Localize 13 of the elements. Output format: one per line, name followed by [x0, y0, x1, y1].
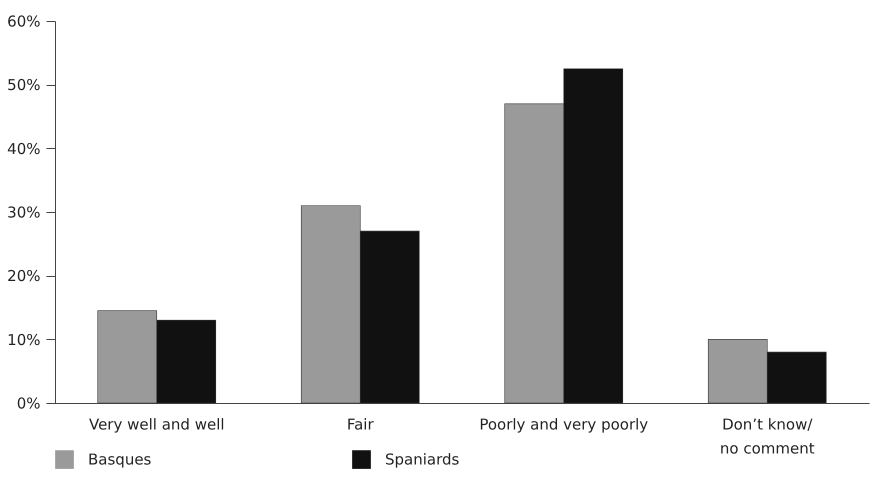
- legend-label: Basques: [88, 450, 152, 469]
- x-tick-label: Don’t know/ no comment: [720, 416, 815, 458]
- y-tick-label: 20%: [7, 267, 40, 286]
- y-tick-label: 40%: [7, 140, 40, 158]
- x-tick-label: Fair: [346, 416, 374, 434]
- y-tick-label: 60%: [7, 12, 40, 30]
- y-tick-label: 30%: [7, 204, 40, 222]
- legend-label: Spaniards: [385, 450, 460, 469]
- x-tick-label: Poorly and very poorly: [479, 416, 648, 434]
- y-tick-label: 50%: [7, 76, 40, 94]
- y-tick-label: 10%: [7, 330, 40, 349]
- x-tick-label: Very well and well: [88, 416, 225, 434]
- y-tick-label: 0%: [16, 394, 40, 412]
